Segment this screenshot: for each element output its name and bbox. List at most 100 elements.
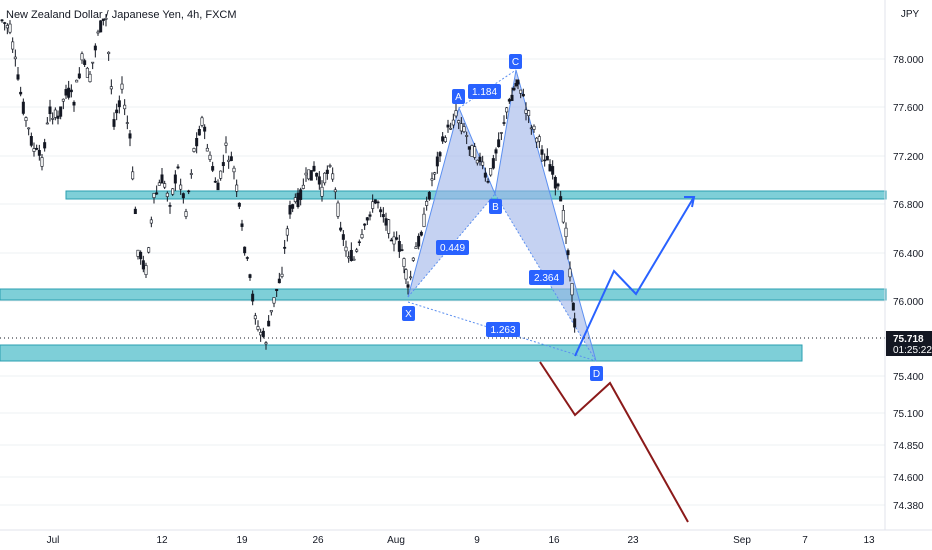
candle-body <box>269 310 273 313</box>
candle-body <box>491 158 495 169</box>
candle-body <box>245 257 249 259</box>
candle-body <box>8 23 12 33</box>
point-d-text: D <box>593 369 600 380</box>
candle-body <box>494 149 498 154</box>
candle-body <box>61 98 65 102</box>
candle-body <box>392 236 396 245</box>
time-tick: Jul <box>47 535 60 546</box>
demand-zone[interactable] <box>0 344 803 362</box>
candle-body <box>131 171 135 180</box>
candle-body <box>339 227 343 231</box>
candle-body <box>422 213 426 227</box>
candle-body <box>360 234 364 239</box>
price-tick: 74.380 <box>893 501 924 512</box>
candle-body <box>475 159 479 164</box>
ratio-label-xab[interactable]: 1.184 <box>468 84 501 99</box>
point-label-a[interactable]: A <box>452 89 465 104</box>
candle-body <box>438 152 442 157</box>
candle-body <box>32 148 36 152</box>
candle-body <box>19 91 23 95</box>
candle-body <box>561 210 565 223</box>
candle-body <box>540 149 544 155</box>
point-label-b[interactable]: B <box>489 199 502 214</box>
candle-body <box>168 205 172 207</box>
candle-body <box>91 61 95 64</box>
candle-body <box>489 168 493 176</box>
candle-body <box>336 202 340 217</box>
candle-body <box>328 165 332 167</box>
point-label-x[interactable]: X <box>402 306 415 321</box>
candle-body <box>535 137 539 143</box>
candle-body <box>454 110 458 117</box>
candle-body <box>40 157 44 167</box>
bullish-projection[interactable] <box>574 196 695 357</box>
point-label-d[interactable]: D <box>590 366 603 381</box>
ratio-label-bcd[interactable]: 2.364 <box>529 270 564 285</box>
ratio-label-ab[interactable]: 0.449 <box>436 240 469 255</box>
candle-body <box>483 172 487 178</box>
candle-body <box>56 115 60 119</box>
candle-body <box>373 199 377 204</box>
time-tick: 12 <box>156 535 168 546</box>
point-label-c[interactable]: C <box>509 54 522 69</box>
candle-body <box>397 241 401 252</box>
candle-body <box>155 192 159 195</box>
candle-body <box>571 302 575 311</box>
candle-body <box>409 276 413 279</box>
point-x-text: X <box>405 309 412 320</box>
candle-body <box>16 74 20 80</box>
candle-body <box>304 172 308 176</box>
candle-body <box>573 318 577 328</box>
candle-body <box>171 188 175 195</box>
chart-title: New Zealand Dollar / Japanese Yen, 4h, F… <box>6 9 237 21</box>
candle-body <box>283 246 287 249</box>
candle-body <box>293 197 297 202</box>
countdown-text: 01:25:22 <box>893 345 932 356</box>
candle-body <box>157 182 161 186</box>
candle-body <box>376 201 380 204</box>
candle-body <box>527 110 531 116</box>
candle-body <box>27 127 31 130</box>
candle-body <box>317 176 321 185</box>
candle-body <box>521 93 525 97</box>
candle-body <box>529 127 533 130</box>
price-axis[interactable]: JPY 78.000 77.600 77.200 76.800 76.400 7… <box>884 0 932 530</box>
candle-body <box>341 234 345 240</box>
ratio-2364-text: 2.364 <box>534 273 559 284</box>
candle-body <box>516 79 520 85</box>
candle-body <box>395 237 399 240</box>
time-axis[interactable]: Jul 12 19 26 Aug 9 16 23 Sep 7 13 <box>0 529 932 546</box>
candle-body <box>109 86 113 90</box>
candle-body <box>478 156 482 162</box>
candle-body <box>462 126 466 133</box>
candles <box>0 13 577 350</box>
candle-body <box>221 162 225 167</box>
candle-body <box>296 192 300 207</box>
candle-body <box>259 332 263 336</box>
candle-body <box>72 101 76 106</box>
candle-body <box>368 214 372 217</box>
candle-body <box>187 190 191 193</box>
ratio-label-xd[interactable]: 1.263 <box>486 322 520 337</box>
price-tick: 77.200 <box>893 152 924 163</box>
candle-body <box>507 99 511 102</box>
candle-body <box>120 83 124 90</box>
candle-body <box>69 89 73 93</box>
candle-body <box>181 193 185 199</box>
candle-body <box>176 166 180 169</box>
support-zone[interactable] <box>0 288 887 301</box>
candle-body <box>213 180 217 183</box>
candle-body <box>147 247 151 253</box>
candle-body <box>205 147 209 152</box>
candle-body <box>564 227 568 238</box>
candle-body <box>240 223 244 227</box>
candle-body <box>43 142 47 149</box>
bearish-projection[interactable] <box>539 361 689 523</box>
candle-body <box>363 223 367 226</box>
candle-body <box>457 120 461 124</box>
price-tick: 76.400 <box>893 249 924 260</box>
candle-body <box>349 249 353 261</box>
pattern-bcd-fill <box>495 70 596 361</box>
candle-body <box>75 79 79 83</box>
